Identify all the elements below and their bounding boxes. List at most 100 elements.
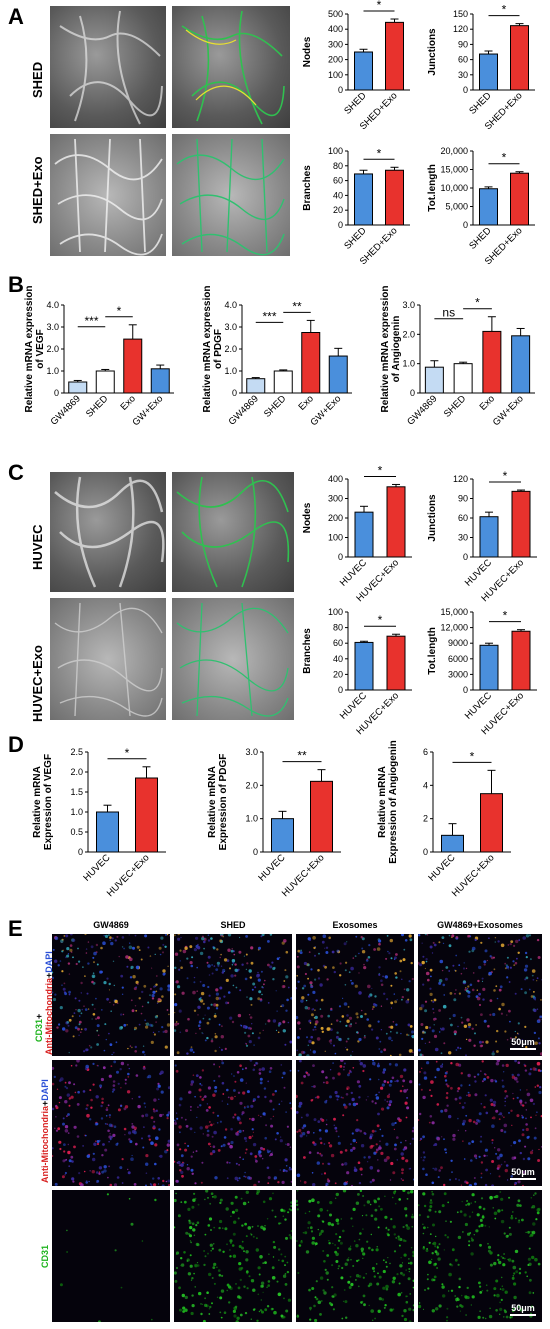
signal-dot xyxy=(256,1319,259,1322)
signal-dot xyxy=(234,1113,237,1116)
signal-dot xyxy=(178,1103,182,1107)
signal-dot xyxy=(231,1020,235,1024)
signal-dot xyxy=(527,1230,530,1234)
signal-dot xyxy=(497,940,500,943)
signal-dot xyxy=(72,1180,75,1183)
bar xyxy=(482,330,502,394)
signal-dot xyxy=(207,1086,211,1090)
signal-dot xyxy=(529,1068,532,1071)
signal-dot xyxy=(389,1080,393,1083)
signal-dot xyxy=(257,1114,260,1117)
signal-dot xyxy=(355,1128,359,1133)
signal-dot xyxy=(167,1139,170,1143)
signal-dot xyxy=(541,1018,542,1020)
signal-dot xyxy=(276,1010,278,1012)
signal-dot xyxy=(408,934,412,938)
signal-dot xyxy=(391,1196,394,1199)
signal-dot xyxy=(500,1255,503,1258)
signal-dot xyxy=(474,1201,477,1203)
significance-label: * xyxy=(125,746,130,760)
signal-dot xyxy=(408,1307,412,1311)
signal-dot xyxy=(462,1231,464,1233)
signal-dot xyxy=(396,1159,398,1161)
signal-dot xyxy=(110,1010,112,1012)
signal-dot xyxy=(393,1233,396,1236)
signal-dot xyxy=(181,1293,185,1298)
signal-dot xyxy=(375,1151,378,1154)
signal-dot xyxy=(283,1297,285,1300)
signal-dot xyxy=(238,1177,241,1180)
signal-dot xyxy=(432,1223,435,1227)
signal-dot xyxy=(540,999,542,1001)
signal-dot xyxy=(208,1272,212,1277)
signal-dot xyxy=(309,1049,312,1051)
signal-dot xyxy=(473,1177,476,1179)
signal-dot xyxy=(498,1260,502,1265)
signal-dot xyxy=(197,1005,201,1009)
signal-dot xyxy=(353,1240,356,1242)
signal-dot xyxy=(65,934,69,938)
signal-dot xyxy=(479,1285,482,1288)
signal-dot xyxy=(179,1131,181,1134)
signal-dot xyxy=(473,1234,475,1236)
signal-dot xyxy=(436,1267,439,1269)
tube-network xyxy=(59,10,163,125)
signal-dot xyxy=(241,1224,244,1227)
signal-dot xyxy=(283,1086,286,1089)
signal-dot xyxy=(489,1195,493,1200)
signal-dot xyxy=(425,971,430,976)
signal-dot xyxy=(492,1207,494,1209)
signal-dot xyxy=(307,993,310,996)
signal-dot xyxy=(103,1165,107,1169)
signal-dot xyxy=(280,1064,283,1066)
signal-dot xyxy=(484,1224,487,1227)
signal-dot xyxy=(410,1190,414,1194)
signal-dot xyxy=(460,1072,463,1075)
signal-dot xyxy=(404,939,408,942)
signal-dot xyxy=(422,1308,425,1310)
signal-dot xyxy=(507,1258,509,1261)
signal-dot xyxy=(459,1047,462,1050)
signal-dot xyxy=(106,1123,109,1125)
signal-dot xyxy=(86,1104,89,1107)
signal-dot xyxy=(54,936,59,941)
bar xyxy=(271,818,294,853)
signal-dot xyxy=(207,1224,211,1227)
signal-dot xyxy=(141,1005,144,1008)
y-tick-label: 2.0 xyxy=(402,329,415,339)
signal-dot xyxy=(296,1173,301,1178)
signal-dot xyxy=(78,1023,81,1026)
signal-dot xyxy=(64,992,67,996)
signal-dot xyxy=(80,1012,83,1015)
signal-dot xyxy=(219,1219,223,1224)
signal-dot xyxy=(72,956,74,959)
signal-dot xyxy=(290,1201,292,1204)
y-tick-label: 150 xyxy=(453,9,468,19)
signal-dot xyxy=(221,1274,224,1277)
signal-dot xyxy=(387,1228,390,1231)
signal-dot xyxy=(374,1130,377,1133)
signal-dot xyxy=(513,944,516,947)
signal-dot xyxy=(378,1146,382,1150)
signal-dot xyxy=(96,1043,99,1046)
signal-dot xyxy=(100,1104,103,1108)
signal-dot xyxy=(320,1026,324,1030)
signal-dot xyxy=(465,1054,467,1056)
label-part: CD31 xyxy=(34,1018,44,1042)
signal-dot xyxy=(339,974,342,977)
row-label-huvec-exo: HUVEC+Exo xyxy=(30,645,45,722)
signal-dot xyxy=(66,1021,70,1024)
signal-dot xyxy=(320,1014,324,1018)
signal-dot xyxy=(186,1167,190,1171)
signal-dot xyxy=(254,1155,258,1158)
signal-dot xyxy=(52,997,57,1002)
signal-dot xyxy=(319,1232,322,1236)
signal-dot xyxy=(330,1042,332,1045)
signal-dot xyxy=(467,1091,470,1094)
signal-dot xyxy=(407,1191,410,1195)
bar xyxy=(479,53,498,91)
signal-dot xyxy=(199,1126,203,1130)
signal-dot xyxy=(219,1296,223,1300)
signal-dot xyxy=(331,1295,334,1298)
signal-dot xyxy=(386,1106,390,1110)
